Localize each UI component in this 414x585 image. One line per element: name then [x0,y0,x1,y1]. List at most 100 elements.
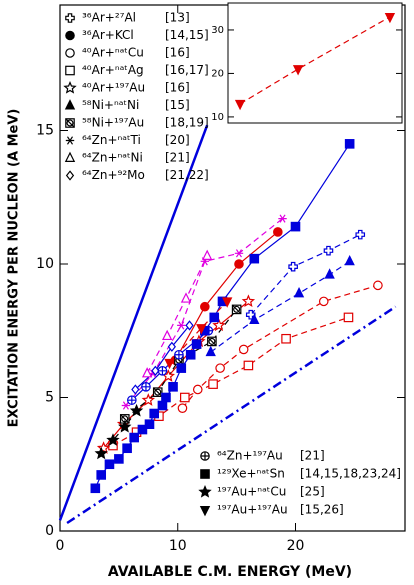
marker [343,312,354,323]
y-tick-label: 5 [45,389,54,405]
marker [151,365,160,376]
legend-marker [65,65,75,76]
marker [149,408,159,419]
marker [157,400,168,411]
legend-label: ¹⁹⁷Au+ⁿᵃᵗCu [217,485,286,499]
series-line [174,231,279,361]
legend-label: ³⁶Ar+KCl [82,28,134,42]
marker [174,349,184,360]
legend-label: ⁵⁸Ni+¹⁹⁷Au [82,116,144,130]
marker [384,12,396,24]
marker [249,313,260,325]
marker [202,249,213,260]
marker [293,286,305,298]
marker [161,392,171,403]
marker [164,358,175,370]
legend-ref: [13] [165,11,190,25]
marker [192,384,203,395]
series-line [210,260,350,353]
marker [212,318,226,332]
marker [200,301,210,312]
reference-line [58,124,209,521]
marker [168,382,178,392]
legend-ref: [21,22] [165,168,209,182]
marker [243,360,254,371]
legend-marker [65,48,75,58]
legend-marker [65,30,75,41]
marker [176,363,187,373]
x-tick-label: 0 [56,538,65,554]
legend-marker [65,118,75,128]
legend-marker [65,13,75,23]
inset-y-tick-label: 10 [211,112,224,123]
marker [122,443,132,454]
marker [290,221,301,232]
marker [207,336,217,347]
marker [281,333,291,344]
marker [185,320,194,331]
marker [234,99,246,111]
legend-marker [200,469,210,479]
marker [137,424,148,435]
marker [355,229,366,240]
legend-label: ⁶⁴Zn+ⁿᵃᵗTi [82,133,141,147]
legend-marker [198,484,212,498]
legend-label: ¹²⁹Xe+ⁿᵃᵗSn [217,467,285,481]
marker [222,297,233,308]
marker [241,294,256,308]
legend-ref: [15] [165,98,190,112]
series-line [134,325,190,390]
legend-ref: [14,15,18,23,24] [300,467,401,481]
marker [94,446,108,460]
marker [292,65,304,76]
marker [141,393,155,406]
legend-ref: [21] [165,151,190,165]
marker [177,321,186,330]
legend-label: ⁶⁴Zn+⁹²Mo [82,168,145,182]
legend-ref: [21] [300,449,325,463]
marker [118,419,132,433]
legend-label: ¹⁹⁷Au+¹⁹⁷Au [217,503,288,517]
legend-label: ⁶⁴Zn+¹⁹⁷Au [217,449,283,463]
marker [96,470,107,480]
legend-marker [64,151,76,162]
marker [238,344,249,355]
marker [373,280,383,291]
inset-y-tick-label: 20 [211,68,224,79]
inset-line [239,16,391,105]
marker [127,395,137,405]
x-axis-title: AVAILABLE C.M. ENERGY (MeV) [108,564,352,580]
legend-label: ⁵⁸Ni+ⁿᵃᵗNi [82,98,139,112]
marker [114,454,124,464]
marker [141,367,153,378]
marker [288,261,298,272]
marker [273,227,283,237]
series-line [125,218,283,406]
legend-ref: [16] [165,46,190,60]
marker [129,403,144,417]
series-line [250,234,361,316]
legend-label: ³⁶Ar+²⁷Al [82,11,136,25]
inset-y-tick-label: 30 [211,25,224,36]
legend-marker [65,136,75,145]
series-line [100,410,138,454]
marker [208,379,218,389]
marker [344,254,355,266]
legend-ref: [14,15] [165,28,209,42]
marker [234,249,244,258]
legend-marker [65,170,75,181]
marker [191,339,202,349]
legend-label: ⁴⁰Ar+¹⁹⁷Au [82,81,145,95]
legend-label: ⁴⁰Ar+ⁿᵃᵗAg [82,63,144,77]
y-tick-label: 15 [36,122,54,138]
marker [231,304,242,315]
marker [106,433,120,446]
marker [323,245,334,256]
reference-line [66,305,397,525]
marker [180,292,192,303]
marker [157,365,168,376]
marker [177,403,188,413]
legend-label: ⁴⁰Ar+ⁿᵃᵗCu [82,46,144,60]
marker [144,419,155,429]
